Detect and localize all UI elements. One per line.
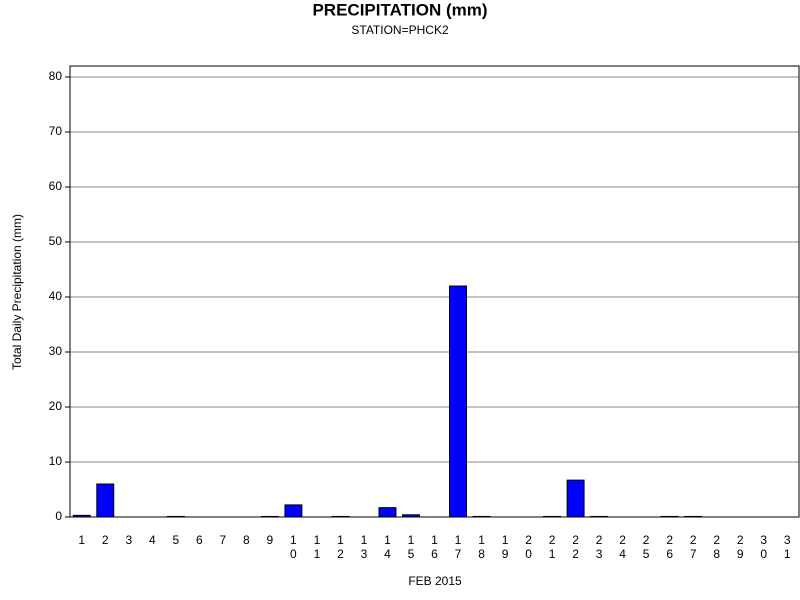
bar [449,285,467,518]
bar [166,515,185,518]
y-tick-label: 10 [49,454,63,468]
x-tick-label: 6 [196,533,203,547]
chart-subtitle: STATION=PHCK2 [351,23,449,37]
x-tick-label: 5 [172,533,179,547]
bar [472,515,491,518]
x-tick-label: 7 [220,533,227,547]
bar [402,514,420,518]
plot-frame [69,65,800,518]
chart-title: PRECIPITATION (mm) [312,0,487,19]
bar [284,504,303,518]
x-axis-label: FEB 2015 [408,574,462,588]
bar [72,514,91,518]
x-tick-label: 4 [149,533,156,547]
y-tick-label: 0 [55,509,62,523]
bar [378,507,397,518]
bar [260,515,279,518]
bar [566,479,585,518]
bar [543,515,562,518]
bar [96,483,115,518]
y-tick-label: 50 [49,234,63,248]
bar [590,515,609,518]
bar [331,515,350,518]
bar [684,515,703,518]
x-tick-label: 1 [78,533,85,547]
y-tick-label: 60 [49,179,63,193]
y-tick-label: 40 [49,289,63,303]
y-tick-label: 70 [49,124,63,138]
y-axis-label: Total Daily Precipitation (mm) [10,214,24,370]
y-tick-label: 80 [49,69,63,83]
y-tick-label: 20 [49,399,63,413]
y-tick-label: 30 [49,344,63,358]
bar [660,515,679,518]
x-tick-label: 2 [102,533,109,547]
x-tick-label: 9 [267,533,274,547]
x-tick-label: 3 [125,533,132,547]
x-tick-label: 8 [243,533,250,547]
